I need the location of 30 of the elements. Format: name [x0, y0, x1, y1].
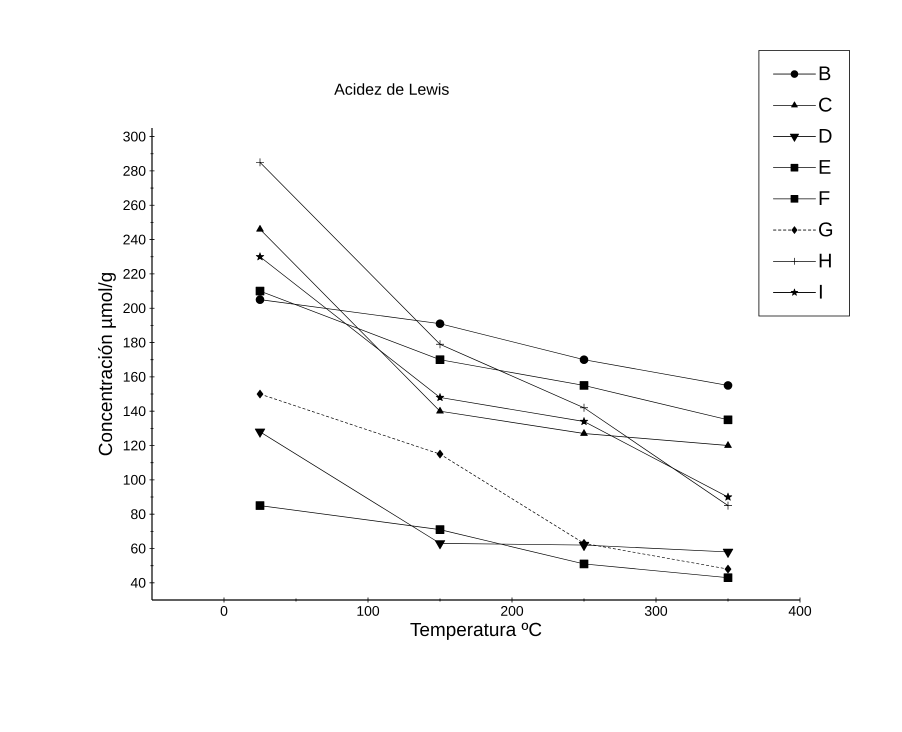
chart-title: Acidez de Lewis: [334, 83, 449, 95]
legend-label: G: [819, 222, 832, 236]
x-tick-label: 100: [357, 606, 380, 616]
y-tick-label: 120: [124, 440, 146, 450]
legend-label: E: [820, 160, 830, 174]
y-tick-label: 80: [131, 509, 146, 520]
x-tick-label: 300: [644, 606, 668, 616]
legend-label: H: [820, 254, 831, 268]
legend-label: B: [820, 66, 830, 80]
y-tick-label: 100: [124, 474, 146, 485]
y-axis-title: Concentración µmol/g: [98, 273, 116, 456]
legend-label: I: [820, 284, 822, 299]
y-tick-label: 240: [123, 234, 146, 244]
y-tick-label: 40: [130, 578, 146, 588]
y-tick-label: 260: [123, 200, 146, 210]
legend-label: D: [820, 128, 832, 143]
x-tick-label: 200: [501, 606, 524, 616]
legend-label: F: [820, 191, 830, 205]
legend-label: C: [819, 98, 832, 112]
x-tick-label: 400: [788, 606, 812, 616]
y-tick-label: 160: [124, 372, 146, 382]
y-tick-label: 140: [124, 406, 146, 416]
y-tick-label: 300: [123, 132, 146, 142]
x-tick-label: 0: [220, 606, 228, 616]
y-tick-label: 180: [124, 338, 146, 348]
y-tick-label: 60: [131, 544, 146, 554]
y-tick-label: 220: [123, 268, 146, 279]
x-axis-title: Temperatura ºC: [410, 622, 542, 640]
y-tick-label: 200: [123, 303, 146, 314]
y-tick-label: 280: [123, 166, 146, 176]
